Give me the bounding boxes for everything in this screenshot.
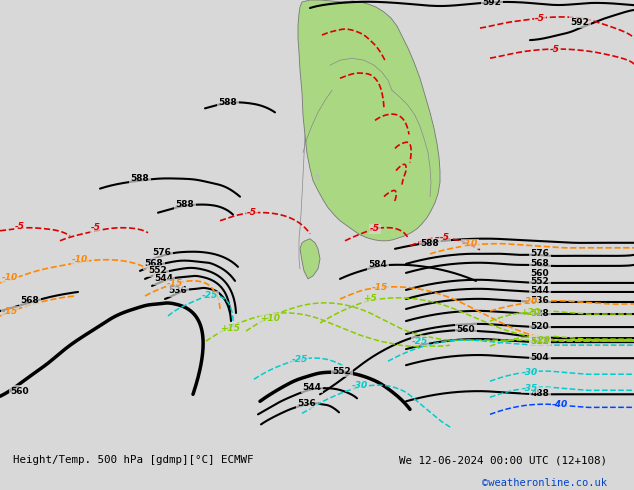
Text: 552: 552 [148, 267, 167, 275]
Text: +20: +20 [530, 336, 550, 344]
Polygon shape [315, 173, 320, 181]
Text: ©weatheronline.co.uk: ©weatheronline.co.uk [482, 478, 607, 488]
Text: -5: -5 [247, 208, 257, 217]
Text: 520: 520 [531, 321, 549, 331]
Text: 588: 588 [176, 200, 195, 209]
Text: -15: -15 [372, 283, 388, 293]
Text: +15: +15 [220, 323, 240, 333]
Text: 536: 536 [169, 287, 188, 295]
Text: We 12-06-2024 00:00 UTC (12+108): We 12-06-2024 00:00 UTC (12+108) [399, 455, 607, 465]
Text: -10: -10 [462, 239, 478, 248]
Text: -10: -10 [2, 273, 18, 282]
Text: -10: -10 [72, 255, 88, 264]
Text: 588: 588 [131, 174, 150, 183]
Text: -5: -5 [15, 222, 25, 231]
Text: -40: -40 [552, 400, 568, 409]
Text: 512: 512 [531, 337, 550, 345]
Text: -5: -5 [370, 224, 380, 233]
Text: 568: 568 [21, 296, 39, 305]
Text: -5: -5 [535, 14, 545, 23]
Text: 504: 504 [531, 353, 550, 362]
Text: -25: -25 [412, 337, 428, 345]
Text: 544: 544 [531, 287, 550, 295]
Text: 536: 536 [531, 296, 550, 305]
Text: -5: -5 [91, 223, 101, 232]
Text: 560: 560 [531, 270, 549, 278]
Text: 568: 568 [145, 259, 164, 269]
Text: -20: -20 [522, 297, 538, 306]
Text: -15: -15 [2, 307, 18, 316]
Text: 588: 588 [420, 239, 439, 248]
Text: 592: 592 [571, 18, 590, 26]
Text: -5: -5 [440, 233, 450, 242]
Text: 560: 560 [11, 387, 29, 396]
Text: 544: 544 [155, 274, 174, 283]
Text: 584: 584 [368, 260, 387, 270]
Text: 488: 488 [531, 389, 550, 398]
Polygon shape [298, 0, 440, 241]
Text: 552: 552 [531, 277, 550, 287]
Text: -25: -25 [292, 355, 308, 364]
Text: -35: -35 [522, 384, 538, 393]
Text: +5: +5 [363, 294, 377, 303]
Text: +20: +20 [520, 308, 540, 317]
Text: Height/Temp. 500 hPa [gdmp][°C] ECMWF: Height/Temp. 500 hPa [gdmp][°C] ECMWF [13, 455, 253, 465]
Text: 592: 592 [482, 0, 501, 6]
Text: -5: -5 [550, 45, 560, 54]
Text: 568: 568 [531, 259, 550, 269]
Text: -25: -25 [202, 292, 218, 300]
Text: 576: 576 [531, 249, 550, 258]
Text: 588: 588 [219, 98, 237, 107]
Text: 576: 576 [153, 248, 171, 257]
Text: -15: -15 [167, 279, 183, 289]
Polygon shape [300, 239, 320, 279]
Text: -30: -30 [352, 381, 368, 390]
Text: 560: 560 [456, 324, 476, 334]
Text: 552: 552 [333, 367, 351, 376]
Text: 544: 544 [302, 383, 321, 392]
Text: -30: -30 [522, 368, 538, 377]
Text: 536: 536 [297, 399, 316, 408]
Text: +10: +10 [260, 314, 280, 322]
Text: 528: 528 [531, 309, 550, 318]
